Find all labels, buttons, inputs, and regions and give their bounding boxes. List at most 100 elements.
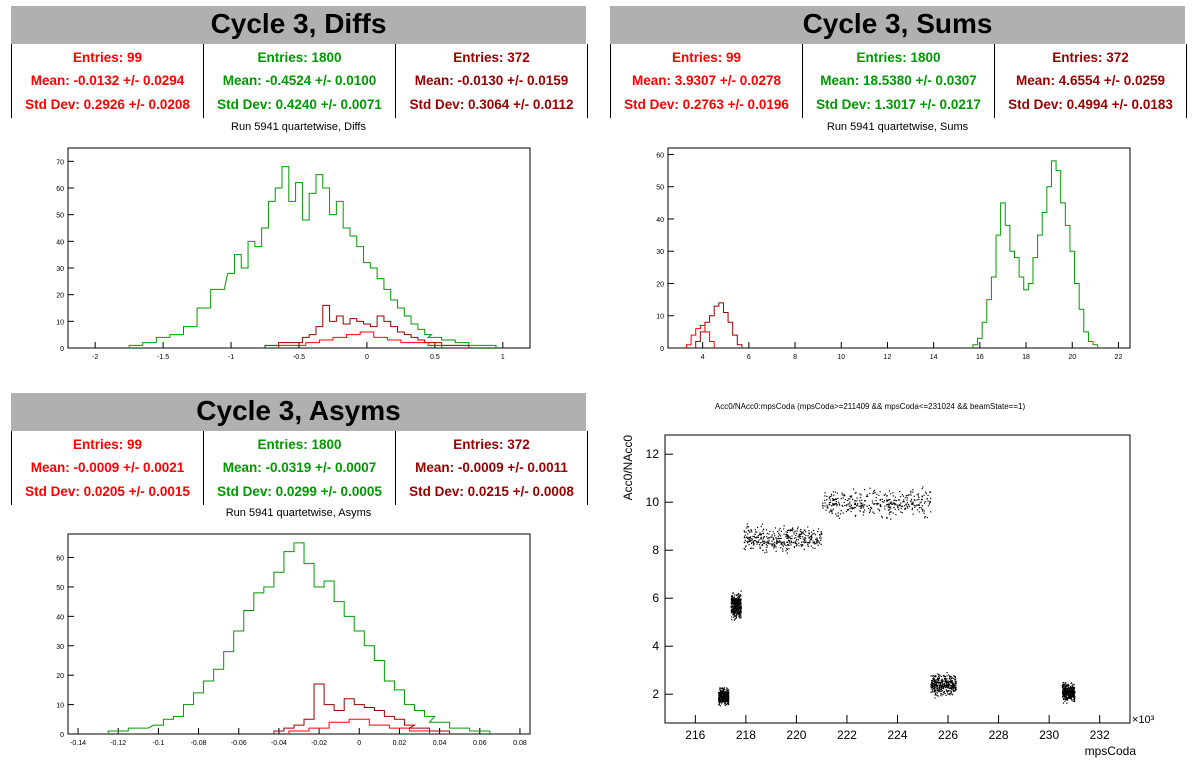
- scatter-point: [1073, 690, 1076, 692]
- scatter-point: [886, 495, 888, 497]
- scatter-point: [851, 508, 854, 510]
- scatter-point: [930, 511, 932, 513]
- scatter-point: [731, 594, 733, 597]
- scatter-point: [920, 498, 923, 501]
- scatter-point: [950, 680, 952, 683]
- scatter-cluster: [718, 687, 730, 707]
- scatter-point: [730, 599, 732, 601]
- scatter-point: [883, 501, 885, 503]
- scatter-point: [1063, 692, 1065, 694]
- scatter-point: [765, 549, 767, 551]
- scatter-point: [941, 685, 943, 687]
- stddev-label: Std Dev: 0.4240 +/- 0.0071: [217, 96, 382, 112]
- x-tick-label: 226: [938, 728, 958, 742]
- scatter-point: [834, 503, 836, 505]
- scatter-point: [835, 498, 838, 500]
- scatter-point: [835, 513, 837, 515]
- scatter-point: [817, 544, 819, 546]
- scatter-point: [724, 702, 726, 704]
- scatter-point: [1065, 684, 1068, 686]
- scatter-point: [945, 683, 947, 685]
- x-tick-label: -0.1: [152, 740, 164, 747]
- scatter-point: [723, 698, 725, 700]
- scatter-point: [751, 531, 753, 533]
- stats-box-red: Entries: 99 Mean: -0.0009 +/- 0.0021 Std…: [12, 431, 204, 505]
- scatter-point: [932, 683, 934, 685]
- scatter-point: [832, 504, 834, 506]
- scatter-point: [840, 498, 842, 500]
- scatter-point: [1064, 696, 1067, 698]
- scatter-point: [936, 686, 939, 688]
- scatter-point: [737, 596, 739, 598]
- scatter-point: [816, 539, 818, 541]
- scatter-point: [799, 530, 801, 532]
- scatter-point: [762, 538, 764, 540]
- scatter-point: [939, 688, 942, 691]
- scatter-point: [733, 610, 735, 612]
- scatter-point: [949, 682, 951, 684]
- scatter-point: [1064, 683, 1066, 685]
- scatter-point: [732, 599, 734, 601]
- scatter-point: [1062, 696, 1064, 698]
- scatter-point: [812, 542, 814, 544]
- scatter-point: [850, 504, 853, 506]
- scatter-point: [947, 693, 949, 695]
- scatter-point: [736, 607, 738, 609]
- scatter-point: [923, 494, 925, 496]
- scatter-point: [733, 616, 735, 618]
- scatter-point: [860, 507, 862, 510]
- scatter-point: [1065, 688, 1067, 690]
- scatter-point: [772, 539, 774, 541]
- scatter-point: [935, 682, 937, 684]
- scatter-point: [727, 695, 730, 697]
- scatter-point: [813, 543, 816, 545]
- diffs-header: Cycle 3, Diffs: [11, 6, 586, 44]
- x-tick-label: 216: [685, 728, 705, 742]
- scatter-point: [828, 511, 830, 513]
- stddev-label: Std Dev: 0.2926 +/- 0.0208: [25, 96, 190, 112]
- scatter-point: [824, 495, 826, 497]
- scatter-point: [1071, 693, 1073, 695]
- scatter-point: [835, 502, 837, 505]
- stddev-label: Std Dev: 0.0299 +/- 0.0005: [217, 483, 382, 499]
- scatter-point: [755, 531, 757, 533]
- scatter-point: [1061, 687, 1064, 689]
- scatter-point: [737, 594, 739, 596]
- scatter-point: [946, 678, 948, 680]
- scatter-point: [886, 499, 888, 502]
- scatter-point: [931, 691, 933, 693]
- scatter-point: [732, 603, 734, 606]
- scatter-point: [1066, 698, 1068, 701]
- scatter-point: [844, 504, 846, 507]
- scatter-point: [898, 499, 900, 501]
- scatter-point: [795, 545, 797, 547]
- scatter-point: [849, 501, 851, 503]
- scatter-point: [815, 538, 817, 540]
- scatter-point: [735, 600, 737, 603]
- scatter-point: [951, 688, 953, 690]
- scatter-point: [951, 680, 953, 683]
- x-tick-label: 218: [736, 728, 756, 742]
- scatter-point: [950, 692, 952, 695]
- scatter-point: [749, 539, 751, 541]
- scatter-point: [884, 493, 886, 495]
- scatter-point: [929, 491, 932, 493]
- scatter-point: [944, 686, 947, 689]
- scatter-point: [933, 680, 935, 682]
- x-tick-label: 0.06: [473, 740, 487, 747]
- scatter-point: [914, 506, 916, 508]
- scatter-point: [743, 537, 746, 539]
- scatter-point: [935, 674, 937, 677]
- scatter-point: [931, 682, 933, 684]
- scatter-point: [734, 602, 736, 604]
- scatter-point: [1062, 683, 1064, 686]
- scatter-point: [860, 502, 863, 504]
- scatter-point: [804, 529, 806, 531]
- stddev-label: Std Dev: 1.3017 +/- 0.0217: [816, 96, 981, 112]
- scatter-point: [1069, 691, 1071, 693]
- scatter-point: [831, 512, 833, 515]
- scatter-point: [794, 542, 797, 544]
- scatter-point: [933, 677, 935, 679]
- scatter-point: [950, 682, 953, 684]
- scatter-point: [830, 505, 833, 507]
